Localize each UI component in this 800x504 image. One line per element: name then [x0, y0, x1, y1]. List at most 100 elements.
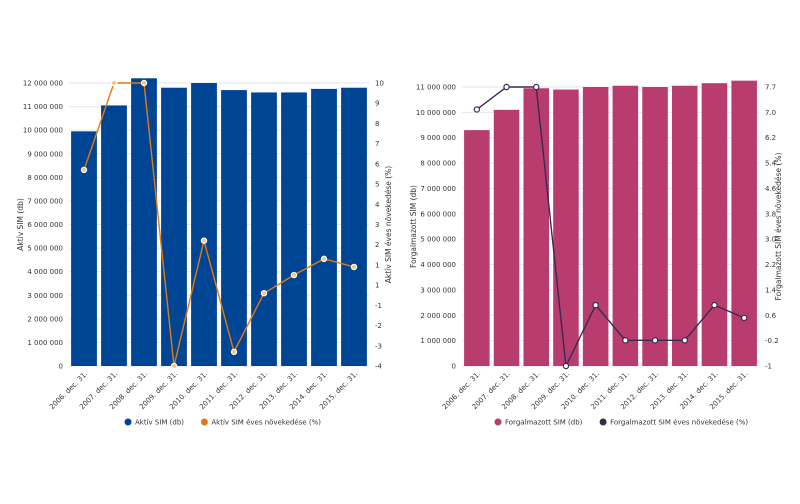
forgalmazott-legend-line-label: Forgalmazott SIM éves növekedése (%)	[610, 419, 748, 427]
chart-aktiv-sim-svg: 0 1 000 000 2 000 000 3 000 000 4 000 000 5 0…	[16, 78, 393, 427]
forgalmazott-growth-line	[476, 86, 745, 369]
aktiv-y2-tick-label: -3	[375, 342, 382, 350]
forgalmazott-y2-tick-label: -1	[765, 363, 772, 371]
aktiv-y-tick-label: 8 000 000	[27, 174, 63, 182]
forgalmazott-growth-point	[681, 337, 688, 344]
aktiv-y-tick-label: 4 000 000	[27, 268, 63, 276]
forgalmazott-y-tick-label: 4 000 000	[420, 261, 456, 269]
forgalmazott-y-axis-title: Forgalmazott SIM (db)	[409, 185, 418, 268]
aktiv-y-tick-label: 12 000 000	[23, 80, 63, 88]
aktiv-y2-tick-label: 2	[375, 241, 379, 249]
aktiv-y-tick-label: 11 000 000	[23, 103, 63, 111]
aktiv-bar	[161, 87, 187, 366]
aktiv-y2-tick-label: 1	[375, 282, 379, 290]
aktiv-bar	[251, 92, 277, 366]
aktiv-legend-bar-label: Aktív SIM (db)	[135, 419, 184, 427]
forgalmazott-y-tick-label: 10 000 000	[416, 109, 456, 117]
forgalmazott-bar	[582, 87, 609, 366]
aktiv-y2-tick-label: -2	[375, 322, 382, 330]
aktiv-y-tick-label: 6 000 000	[27, 221, 63, 229]
aktiv-y2-tick-label: 7	[375, 140, 379, 148]
aktiv-legend-line-label: Aktív SIM éves növekedése (%)	[211, 419, 321, 427]
forgalmazott-y-tick-label: 8 000 000	[420, 160, 456, 168]
forgalmazott-y2-tick-label: 6.2	[765, 134, 776, 142]
forgalmazott-bar	[464, 130, 490, 366]
forgalmazott-y2-tick-label: 2.2	[765, 261, 776, 269]
aktiv-y-tick-label: 10 000 000	[23, 127, 63, 135]
forgalmazott-growth-point	[503, 83, 510, 91]
aktiv-bar	[341, 87, 367, 366]
chart-forgalmazott-sim-svg: 0 1 000 000 2 000 000 3 000 000 4 000 000 5 0…	[409, 80, 783, 427]
forgalmazott-growth-point	[740, 314, 748, 322]
aktiv-bar	[191, 83, 217, 366]
aktiv-y2-tick-label: 9	[375, 100, 379, 108]
aktiv-bar	[221, 90, 247, 366]
aktiv-legend-line-marker	[200, 418, 208, 426]
aktiv-y2-tick-label: -4	[375, 363, 383, 371]
forgalmazott-legend-bar-marker	[494, 418, 502, 426]
forgalmazott-y2-tick-label: 1.4	[765, 286, 777, 294]
aktiv-bar	[311, 88, 337, 366]
aktiv-growth-point	[110, 79, 118, 87]
aktiv-y2-tick-label: 3	[375, 221, 379, 229]
forgalmazott-y-tick-label: 7 000 000	[420, 185, 456, 193]
aktiv-bar	[131, 78, 157, 367]
aktiv-y2-tick-label: 8	[375, 120, 379, 128]
aktiv-growth-point	[290, 271, 298, 279]
forgalmazott-growth-point	[622, 337, 629, 344]
forgalmazott-y-tick-label: 9 000 000	[420, 134, 456, 142]
forgalmazott-y-tick-label: 6 000 000	[420, 210, 456, 218]
aktiv-growth-point	[80, 166, 88, 174]
aktiv-y2-tick-label: 1	[375, 261, 379, 269]
forgalmazott-y2-tick-label: 3.0	[765, 236, 776, 244]
aktiv-y2-axis-title: Aktív SIM éves növekedése (%)	[384, 166, 393, 284]
aktiv-bar	[281, 92, 307, 366]
forgalmazott-y2-tick-label: 5.4	[765, 160, 777, 168]
forgalmazott-bar	[642, 87, 668, 366]
forgalmazott-growth-point	[562, 362, 570, 370]
forgalmazott-bar	[493, 109, 520, 366]
aktiv-growth-point	[320, 255, 328, 263]
aktiv-bar	[71, 131, 97, 366]
forgalmazott-growth-point	[711, 301, 718, 309]
forgalmazott-y-tick-label: 0	[452, 363, 456, 371]
aktiv-legend-bar-marker	[124, 418, 132, 426]
forgalmazott-bar	[731, 80, 757, 366]
aktiv-growth-point	[140, 79, 148, 87]
forgalmazott-y2-axis-title: Forgalmazott SIM éves növekedése (%)	[774, 153, 783, 301]
forgalmazott-bar	[523, 88, 550, 366]
forgalmazott-bar	[671, 85, 698, 367]
forgalmazott-bar	[612, 85, 639, 367]
aktiv-growth-point	[200, 237, 208, 244]
aktiv-y2-tick-label: 5	[375, 181, 379, 189]
forgalmazott-bar	[553, 89, 579, 366]
aktiv-growth-point	[170, 362, 178, 370]
aktiv-y2-tick-label: 10	[375, 80, 384, 88]
aktiv-y-tick-label: 7 000 000	[27, 197, 63, 205]
aktiv-y-tick-label: 3 000 000	[27, 292, 63, 300]
aktiv-bar	[101, 105, 127, 366]
aktiv-growth-point	[350, 263, 358, 271]
aktiv-y-tick-label: 1 000 000	[27, 339, 63, 347]
aktiv-y-tick-label: 0	[59, 363, 63, 371]
forgalmazott-y-tick-label: 11 000 000	[416, 84, 456, 92]
chart-aktiv-sim: 0 1 000 000 2 000 000 3 000 000 4 000 000 5 0…	[0, 0, 400, 500]
forgalmazott-y-tick-label: 2 000 000	[420, 312, 456, 320]
aktiv-y2-tick-label: -1	[375, 302, 382, 310]
forgalmazott-y2-tick-label: 7.0	[765, 109, 776, 117]
aktiv-y2-tick-label: 6	[375, 160, 380, 168]
forgalmazott-y-tick-label: 1 000 000	[420, 337, 456, 345]
aktiv-y2-tick-label: 4	[375, 201, 380, 209]
aktiv-y-tick-label: 9 000 000	[27, 150, 63, 158]
forgalmazott-y2-tick-label: 4.6	[765, 185, 777, 193]
aktiv-growth-line	[83, 82, 355, 367]
forgalmazott-y2-tick-label: 0.6	[765, 312, 777, 320]
forgalmazott-y2-tick-label: -0.2	[765, 337, 779, 345]
aktiv-y-tick-label: 5 000 000	[27, 245, 63, 253]
aktiv-y-axis-title: Aktív SIM (db)	[16, 198, 25, 251]
aktiv-growth-point	[260, 290, 268, 297]
chart-forgalmazott-sim: 0 1 000 000 2 000 000 3 000 000 4 000 000 5 0…	[400, 0, 800, 500]
forgalmazott-y-tick-label: 3 000 000	[420, 286, 456, 294]
forgalmazott-legend-bar-label: Forgalmazott SIM (db)	[505, 419, 583, 427]
aktiv-y-tick-label: 2 000 000	[27, 315, 63, 323]
